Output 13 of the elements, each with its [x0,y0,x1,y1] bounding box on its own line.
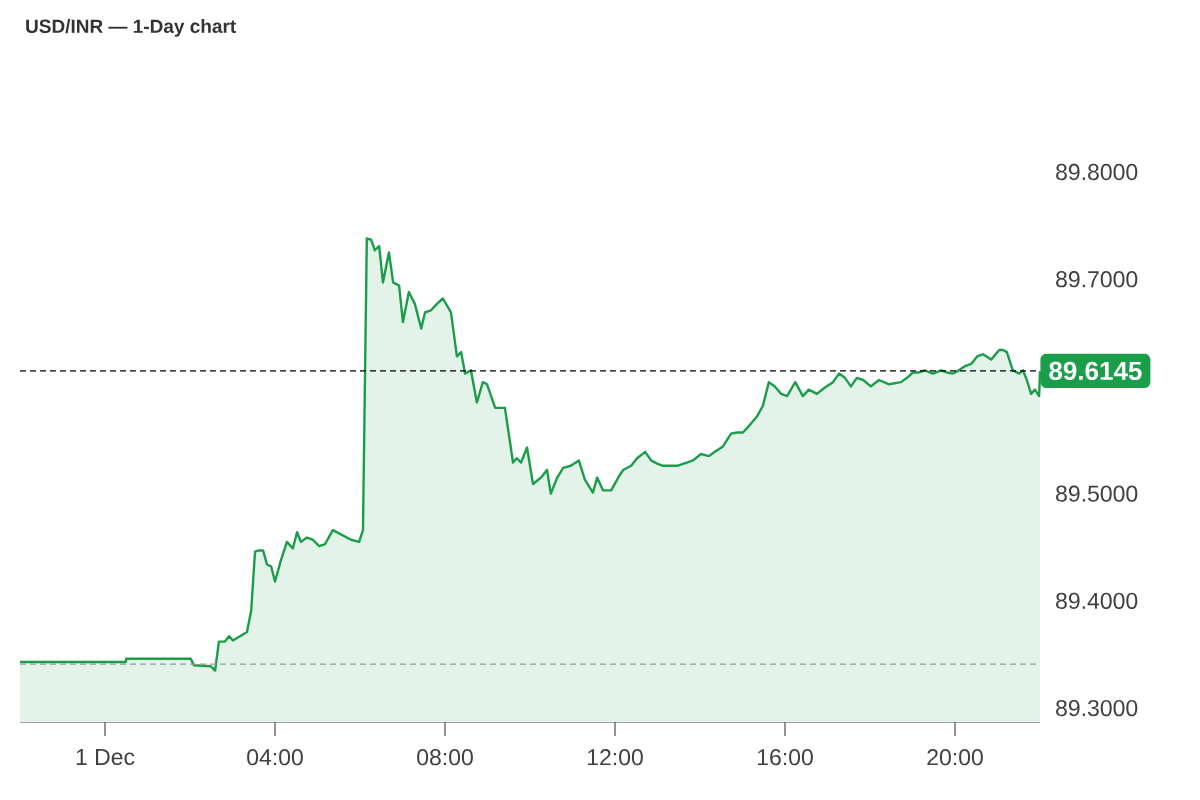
y-tick-label: 89.8000 [1056,163,1138,181]
y-tick-label: 89.7000 [1056,271,1138,288]
x-tick-label: 16:00 [757,749,813,766]
x-tick-label: 08:00 [417,749,473,766]
x-tick-label: 1 Dec [76,749,135,766]
y-tick-label: 89.4000 [1056,592,1138,609]
y-tick-label: 89.3000 [1056,699,1138,717]
x-tick-label: 20:00 [927,749,983,766]
y-tick-label: 89.5000 [1056,485,1138,502]
x-tick-label: 12:00 [587,749,643,766]
chart-title: USD/INR — 1-Day chart [26,19,236,37]
x-tick-label: 04:00 [247,749,303,766]
ref-line-label: 89.6145 [1049,361,1142,381]
